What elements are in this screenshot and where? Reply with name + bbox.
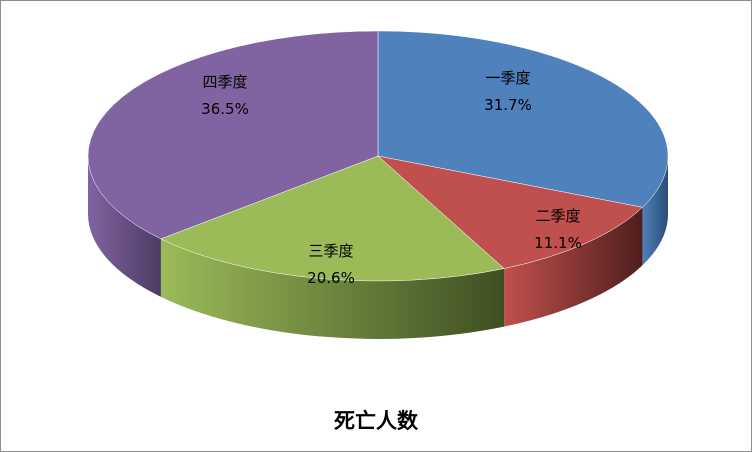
pie-side-3	[87, 156, 161, 297]
pie-side-2	[160, 238, 505, 340]
pie-slice-1[interactable]	[377, 155, 643, 269]
pie-slice-0[interactable]	[377, 30, 669, 208]
slice-value-label: 20.6%	[307, 269, 355, 287]
slice-value-label: 31.7%	[484, 96, 532, 114]
pie-side-0	[642, 156, 668, 266]
pie-side-1	[504, 207, 643, 327]
slice-category-label: 二季度	[535, 207, 580, 225]
slice-category-label: 一季度	[485, 69, 530, 87]
slice-category-label: 三季度	[308, 242, 353, 260]
slice-value-label: 36.5%	[201, 100, 249, 118]
pie-slice-2[interactable]	[160, 155, 505, 282]
pie-slice-3[interactable]	[87, 30, 379, 240]
chart-title: 死亡人数	[334, 408, 418, 433]
slice-category-label: 四季度	[202, 73, 247, 91]
slice-value-label: 11.1%	[534, 234, 582, 252]
